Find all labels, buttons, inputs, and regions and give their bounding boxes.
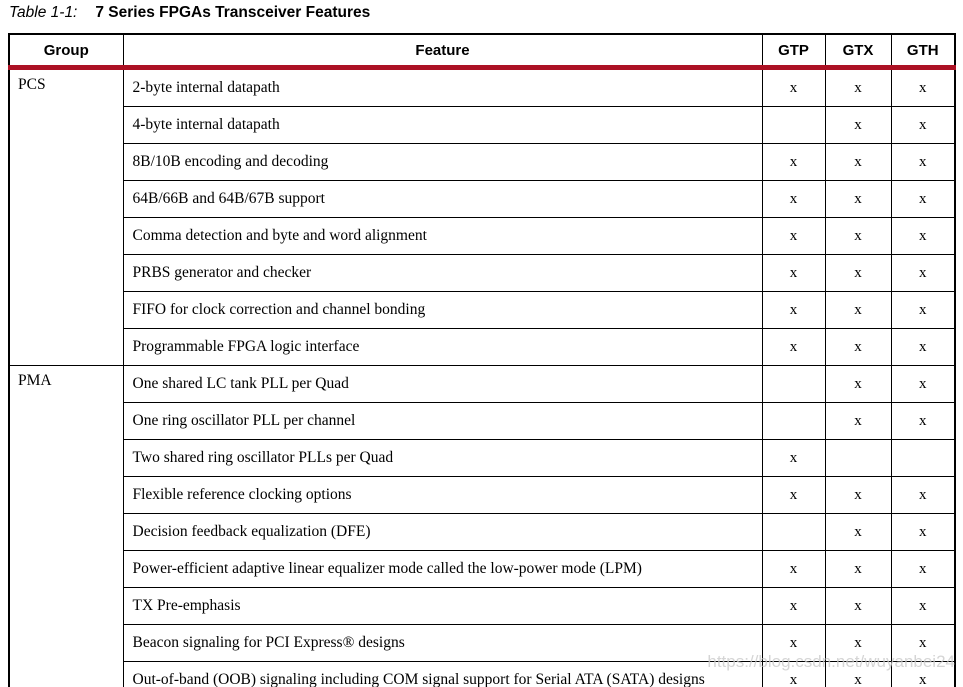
gtp-mark-cell: x [761, 476, 826, 514]
gtx-mark-cell: x [824, 476, 892, 514]
gth-mark-cell: x [890, 513, 956, 551]
feature-cell: Comma detection and byte and word alignm… [122, 217, 763, 255]
gth-mark-cell: x [890, 550, 956, 588]
feature-cell: 2-byte internal datapath [122, 67, 763, 107]
gth-mark-cell: x [890, 143, 956, 181]
table-row: 8B/10B encoding and decoding x x x [9, 143, 956, 181]
table-row: Out-of-band (OOB) signaling including CO… [9, 661, 956, 687]
header-gth: GTH [890, 33, 956, 70]
table-caption-label: Table 1-1: [9, 4, 78, 21]
gtp-mark-cell [761, 106, 826, 144]
gtx-mark-cell: x [824, 106, 892, 144]
table-rows: PCS 2-byte internal datapath x x x 4-byte int… [8, 67, 956, 687]
feature-cell: Flexible reference clocking options [122, 476, 763, 514]
feature-cell: Power-efficient adaptive linear equalize… [122, 550, 763, 588]
gth-mark-cell: x [890, 217, 956, 255]
gth-mark-cell: x [890, 402, 956, 440]
gtp-mark-cell: x [761, 439, 826, 477]
gtp-mark-cell: x [761, 624, 826, 662]
table-header-row: Group Feature GTP GTX GTH [8, 33, 956, 70]
gtp-mark-cell: x [761, 217, 826, 255]
gtx-mark-cell: x [824, 217, 892, 255]
gth-mark-cell: x [890, 254, 956, 292]
gtx-mark-cell: x [824, 291, 892, 329]
gtp-mark-cell: x [761, 661, 826, 687]
gtp-mark-cell [761, 402, 826, 440]
feature-cell: Out-of-band (OOB) signaling including CO… [122, 661, 763, 687]
feature-cell: Beacon signaling for PCI Express® design… [122, 624, 763, 662]
table-caption: Table 1-1: 7 Series FPGAs Transceiver Fea… [9, 4, 370, 22]
gtp-mark-cell [761, 513, 826, 551]
table-row: Power-efficient adaptive linear equalize… [9, 550, 956, 588]
feature-cell: PRBS generator and checker [122, 254, 763, 292]
gtp-mark-cell: x [761, 254, 826, 292]
gtx-mark-cell: x [824, 328, 892, 366]
gtx-mark-cell: x [824, 365, 892, 403]
feature-cell: 8B/10B encoding and decoding [122, 143, 763, 181]
feature-cell: One shared LC tank PLL per Quad [122, 365, 763, 403]
table-row: Decision feedback equalization (DFE) x x [9, 513, 956, 551]
header-gtp: GTP [761, 33, 826, 70]
gtp-mark-cell [761, 365, 826, 403]
table-row: TX Pre-emphasis x x x [9, 587, 956, 625]
table-row: Beacon signaling for PCI Express® design… [9, 624, 956, 662]
gth-mark-cell [890, 439, 956, 477]
table-caption-text: 7 Series FPGAs Transceiver Features [95, 4, 371, 21]
gtp-mark-cell: x [761, 587, 826, 625]
gtx-mark-cell [824, 439, 892, 477]
gtp-mark-cell: x [761, 550, 826, 588]
gth-mark-cell: x [890, 328, 956, 366]
table-row: PRBS generator and checker x x x [9, 254, 956, 292]
gtp-mark-cell: x [761, 180, 826, 218]
header-gtx: GTX [824, 33, 892, 70]
gtx-mark-cell: x [824, 180, 892, 218]
gth-mark-cell: x [890, 106, 956, 144]
gtp-mark-cell: x [761, 291, 826, 329]
gtx-mark-cell: x [824, 661, 892, 687]
gtx-mark-cell: x [824, 513, 892, 551]
gtx-mark-cell: x [824, 587, 892, 625]
feature-cell: Two shared ring oscillator PLLs per Quad [122, 439, 763, 477]
gtx-mark-cell: x [824, 550, 892, 588]
table-row: PCS 2-byte internal datapath x x x [8, 67, 956, 366]
header-group: Group [8, 33, 124, 70]
gtx-mark-cell: x [824, 143, 892, 181]
group-cell-pcs: PCS [8, 67, 124, 366]
gth-mark-cell: x [890, 587, 956, 625]
gth-mark-cell: x [890, 476, 956, 514]
feature-cell: Decision feedback equalization (DFE) [122, 513, 763, 551]
gth-mark-cell: x [890, 661, 956, 687]
group-cell-pma: PMA [8, 365, 124, 687]
gtp-mark-cell: x [761, 143, 826, 181]
gth-mark-cell: x [890, 67, 956, 107]
gtp-mark-cell: x [761, 328, 826, 366]
table-row: 4-byte internal datapath x x [9, 106, 956, 144]
transceiver-features-table: Group Feature GTP GTX GTH PCS 2-byte inte… [8, 33, 956, 687]
table-row: Two shared ring oscillator PLLs per Quad… [9, 439, 956, 477]
gth-mark-cell: x [890, 624, 956, 662]
table-row: One ring oscillator PLL per channel x x [9, 402, 956, 440]
gtx-mark-cell: x [824, 254, 892, 292]
gtx-mark-cell: x [824, 67, 892, 107]
table-row: Flexible reference clocking options x x x [9, 476, 956, 514]
feature-cell: Programmable FPGA logic interface [122, 328, 763, 366]
feature-cell: TX Pre-emphasis [122, 587, 763, 625]
table-row: PMA One shared LC tank PLL per Quad x x [8, 365, 956, 687]
gth-mark-cell: x [890, 291, 956, 329]
table-row: 64B/66B and 64B/67B support x x x [9, 180, 956, 218]
gtx-mark-cell: x [824, 624, 892, 662]
gth-mark-cell: x [890, 180, 956, 218]
table-row: Programmable FPGA logic interface x x x [9, 328, 956, 366]
feature-cell: One ring oscillator PLL per channel [122, 402, 763, 440]
header-feature: Feature [122, 33, 763, 70]
table-row: Comma detection and byte and word alignm… [9, 217, 956, 255]
gtp-mark-cell: x [761, 67, 826, 107]
gth-mark-cell: x [890, 365, 956, 403]
feature-cell: 64B/66B and 64B/67B support [122, 180, 763, 218]
feature-cell: FIFO for clock correction and channel bo… [122, 291, 763, 329]
table-row: FIFO for clock correction and channel bo… [9, 291, 956, 329]
feature-cell: 4-byte internal datapath [122, 106, 763, 144]
gtx-mark-cell: x [824, 402, 892, 440]
